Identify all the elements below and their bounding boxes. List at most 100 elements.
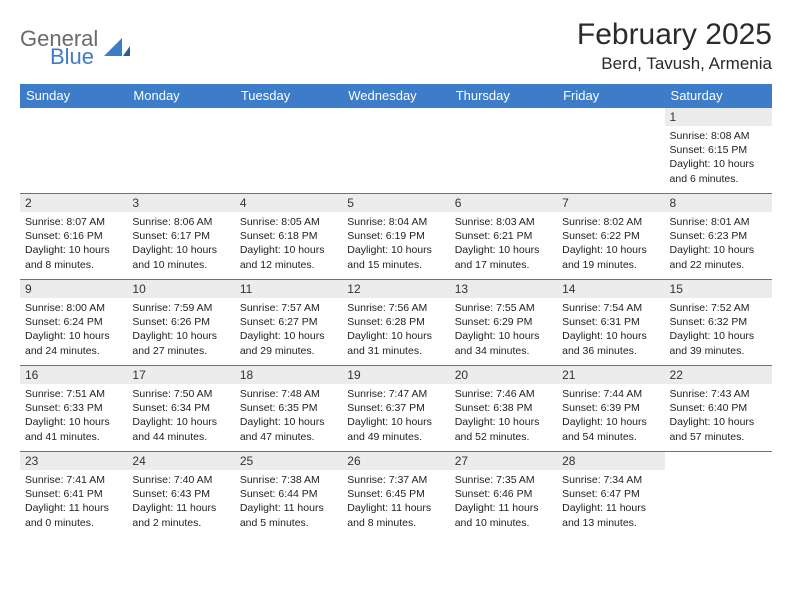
day-cell: 4Sunrise: 8:05 AMSunset: 6:18 PMDaylight… [235, 194, 342, 280]
daylight-text: Daylight: 11 hours and 0 minutes. [25, 501, 122, 529]
day-number: 7 [557, 194, 664, 212]
daylight-text: Daylight: 11 hours and 10 minutes. [455, 501, 552, 529]
daylight-text: Daylight: 10 hours and 31 minutes. [347, 329, 444, 357]
sunrise-text: Sunrise: 8:07 AM [25, 215, 122, 229]
day-details: Sunrise: 7:44 AMSunset: 6:39 PMDaylight:… [557, 384, 664, 447]
sunrise-text: Sunrise: 8:04 AM [347, 215, 444, 229]
day-number: 19 [342, 366, 449, 384]
sunrise-text: Sunrise: 8:03 AM [455, 215, 552, 229]
sunset-text: Sunset: 6:23 PM [670, 229, 767, 243]
daylight-text: Daylight: 10 hours and 41 minutes. [25, 415, 122, 443]
sunset-text: Sunset: 6:37 PM [347, 401, 444, 415]
daylight-text: Daylight: 10 hours and 19 minutes. [562, 243, 659, 271]
day-number: 24 [127, 452, 234, 470]
daylight-text: Daylight: 10 hours and 44 minutes. [132, 415, 229, 443]
daylight-text: Daylight: 10 hours and 29 minutes. [240, 329, 337, 357]
daylight-text: Daylight: 10 hours and 6 minutes. [670, 157, 767, 185]
day-number: 3 [127, 194, 234, 212]
daylight-text: Daylight: 11 hours and 13 minutes. [562, 501, 659, 529]
daylight-text: Daylight: 10 hours and 24 minutes. [25, 329, 122, 357]
day-number: 9 [20, 280, 127, 298]
daylight-text: Daylight: 10 hours and 39 minutes. [670, 329, 767, 357]
calendar-body: 1Sunrise: 8:08 AMSunset: 6:15 PMDaylight… [20, 108, 772, 538]
day-details: Sunrise: 7:47 AMSunset: 6:37 PMDaylight:… [342, 384, 449, 447]
day-cell [20, 108, 127, 194]
day-number: 1 [665, 108, 772, 126]
day-details: Sunrise: 7:50 AMSunset: 6:34 PMDaylight:… [127, 384, 234, 447]
month-title: February 2025 [577, 18, 772, 52]
day-cell: 9Sunrise: 8:00 AMSunset: 6:24 PMDaylight… [20, 280, 127, 366]
day-details: Sunrise: 7:37 AMSunset: 6:45 PMDaylight:… [342, 470, 449, 533]
calendar-page: General Blue February 2025 Berd, Tavush,… [0, 0, 792, 556]
day-number: 20 [450, 366, 557, 384]
daylight-text: Daylight: 10 hours and 57 minutes. [670, 415, 767, 443]
sunset-text: Sunset: 6:44 PM [240, 487, 337, 501]
day-cell: 19Sunrise: 7:47 AMSunset: 6:37 PMDayligh… [342, 366, 449, 452]
week-row: 23Sunrise: 7:41 AMSunset: 6:41 PMDayligh… [20, 452, 772, 538]
brand-logo: General Blue [20, 18, 130, 68]
weekday-head: Monday [127, 84, 234, 108]
sunset-text: Sunset: 6:47 PM [562, 487, 659, 501]
sunrise-text: Sunrise: 7:52 AM [670, 301, 767, 315]
sunset-text: Sunset: 6:15 PM [670, 143, 767, 157]
daylight-text: Daylight: 11 hours and 8 minutes. [347, 501, 444, 529]
day-cell [665, 452, 772, 538]
day-cell: 24Sunrise: 7:40 AMSunset: 6:43 PMDayligh… [127, 452, 234, 538]
sunset-text: Sunset: 6:39 PM [562, 401, 659, 415]
daylight-text: Daylight: 10 hours and 36 minutes. [562, 329, 659, 357]
sunset-text: Sunset: 6:34 PM [132, 401, 229, 415]
day-details: Sunrise: 7:38 AMSunset: 6:44 PMDaylight:… [235, 470, 342, 533]
sunset-text: Sunset: 6:29 PM [455, 315, 552, 329]
sunrise-text: Sunrise: 8:02 AM [562, 215, 659, 229]
day-cell: 10Sunrise: 7:59 AMSunset: 6:26 PMDayligh… [127, 280, 234, 366]
day-number: 21 [557, 366, 664, 384]
sunset-text: Sunset: 6:33 PM [25, 401, 122, 415]
day-number: 27 [450, 452, 557, 470]
sunset-text: Sunset: 6:41 PM [25, 487, 122, 501]
day-cell: 23Sunrise: 7:41 AMSunset: 6:41 PMDayligh… [20, 452, 127, 538]
sunrise-text: Sunrise: 8:05 AM [240, 215, 337, 229]
week-row: 2Sunrise: 8:07 AMSunset: 6:16 PMDaylight… [20, 194, 772, 280]
sunset-text: Sunset: 6:17 PM [132, 229, 229, 243]
day-details: Sunrise: 7:34 AMSunset: 6:47 PMDaylight:… [557, 470, 664, 533]
day-cell [450, 108, 557, 194]
sunset-text: Sunset: 6:28 PM [347, 315, 444, 329]
day-number: 28 [557, 452, 664, 470]
day-details: Sunrise: 7:59 AMSunset: 6:26 PMDaylight:… [127, 298, 234, 361]
daylight-text: Daylight: 11 hours and 5 minutes. [240, 501, 337, 529]
day-cell: 28Sunrise: 7:34 AMSunset: 6:47 PMDayligh… [557, 452, 664, 538]
day-number: 5 [342, 194, 449, 212]
daylight-text: Daylight: 10 hours and 22 minutes. [670, 243, 767, 271]
day-cell: 6Sunrise: 8:03 AMSunset: 6:21 PMDaylight… [450, 194, 557, 280]
day-number: 23 [20, 452, 127, 470]
sunrise-text: Sunrise: 7:37 AM [347, 473, 444, 487]
day-number: 10 [127, 280, 234, 298]
day-details: Sunrise: 7:57 AMSunset: 6:27 PMDaylight:… [235, 298, 342, 361]
day-cell: 15Sunrise: 7:52 AMSunset: 6:32 PMDayligh… [665, 280, 772, 366]
sunset-text: Sunset: 6:19 PM [347, 229, 444, 243]
weekday-head: Thursday [450, 84, 557, 108]
day-cell [235, 108, 342, 194]
day-cell: 22Sunrise: 7:43 AMSunset: 6:40 PMDayligh… [665, 366, 772, 452]
sunset-text: Sunset: 6:45 PM [347, 487, 444, 501]
day-cell: 27Sunrise: 7:35 AMSunset: 6:46 PMDayligh… [450, 452, 557, 538]
day-details: Sunrise: 8:07 AMSunset: 6:16 PMDaylight:… [20, 212, 127, 275]
day-cell: 1Sunrise: 8:08 AMSunset: 6:15 PMDaylight… [665, 108, 772, 194]
sunrise-text: Sunrise: 7:47 AM [347, 387, 444, 401]
day-number: 13 [450, 280, 557, 298]
sunset-text: Sunset: 6:46 PM [455, 487, 552, 501]
day-cell [557, 108, 664, 194]
day-number: 11 [235, 280, 342, 298]
sunset-text: Sunset: 6:31 PM [562, 315, 659, 329]
daylight-text: Daylight: 11 hours and 2 minutes. [132, 501, 229, 529]
day-details: Sunrise: 7:55 AMSunset: 6:29 PMDaylight:… [450, 298, 557, 361]
daylight-text: Daylight: 10 hours and 27 minutes. [132, 329, 229, 357]
day-number: 22 [665, 366, 772, 384]
sunset-text: Sunset: 6:24 PM [25, 315, 122, 329]
sunrise-text: Sunrise: 7:59 AM [132, 301, 229, 315]
sunset-text: Sunset: 6:43 PM [132, 487, 229, 501]
day-cell: 2Sunrise: 8:07 AMSunset: 6:16 PMDaylight… [20, 194, 127, 280]
week-row: 16Sunrise: 7:51 AMSunset: 6:33 PMDayligh… [20, 366, 772, 452]
title-block: February 2025 Berd, Tavush, Armenia [577, 18, 772, 74]
day-cell: 3Sunrise: 8:06 AMSunset: 6:17 PMDaylight… [127, 194, 234, 280]
